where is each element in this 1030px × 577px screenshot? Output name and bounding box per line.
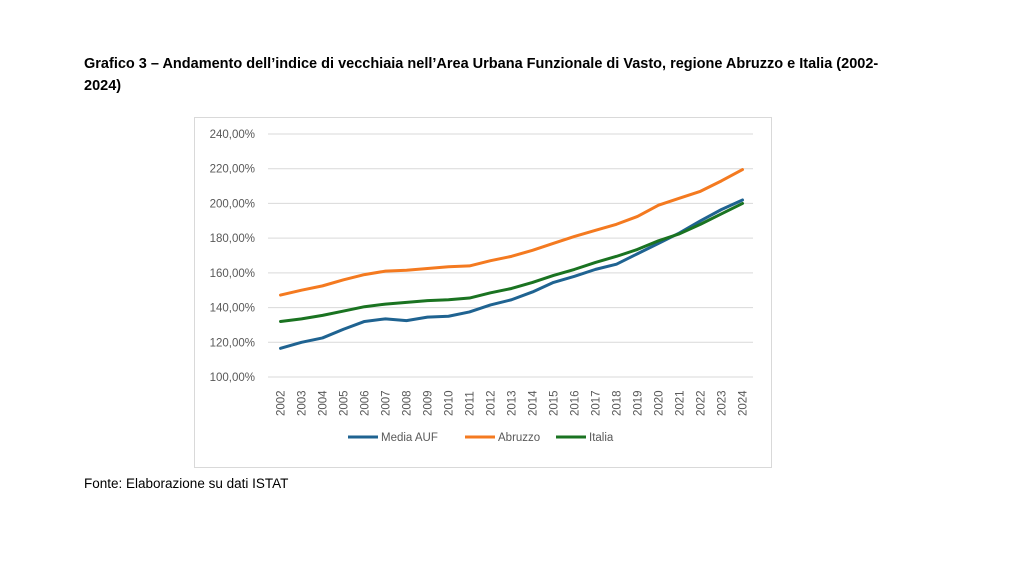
legend-label: Italia <box>589 432 614 444</box>
y-tick-label: 160,00% <box>210 268 255 280</box>
legend-label: Abruzzo <box>498 432 540 444</box>
x-tick-label: 2016 <box>570 390 582 416</box>
x-tick-label: 2014 <box>528 390 540 416</box>
x-tick-label: 2003 <box>297 390 309 416</box>
series-line-italia <box>279 201 744 323</box>
y-tick-label: 220,00% <box>210 164 255 176</box>
x-tick-label: 2019 <box>633 390 645 416</box>
x-tick-label: 2017 <box>591 390 603 416</box>
x-tick-label: 2008 <box>402 390 414 416</box>
x-tick-label: 2015 <box>549 390 561 416</box>
x-tick-label: 2002 <box>276 390 288 416</box>
x-tick-label: 2021 <box>675 390 687 416</box>
series-line-media-auf <box>279 198 744 350</box>
y-tick-label: 120,00% <box>210 337 255 349</box>
y-tick-label: 200,00% <box>210 198 255 210</box>
x-tick-label: 2024 <box>738 390 750 416</box>
x-tick-label: 2020 <box>654 390 666 416</box>
y-tick-label: 240,00% <box>210 129 255 141</box>
x-tick-label: 2010 <box>444 390 456 416</box>
y-tick-label: 180,00% <box>210 233 255 245</box>
x-tick-label: 2009 <box>423 390 435 416</box>
x-tick-label: 2005 <box>339 390 351 416</box>
x-tick-label: 2012 <box>486 390 498 416</box>
x-tick-label: 2013 <box>507 390 519 416</box>
source-note: Fonte: Elaborazione su dati ISTAT <box>84 476 289 491</box>
x-tick-label: 2004 <box>318 390 330 416</box>
series-line-abruzzo <box>279 168 744 297</box>
x-tick-label: 2007 <box>381 390 393 416</box>
x-tick-label: 2022 <box>696 390 708 416</box>
legend-label: Media AUF <box>381 432 438 444</box>
x-tick-label: 2006 <box>360 390 372 416</box>
y-tick-label: 140,00% <box>210 303 255 315</box>
y-tick-label: 100,00% <box>210 372 255 384</box>
x-tick-label: 2018 <box>612 390 624 416</box>
chart-area <box>194 117 772 468</box>
figure-caption: Grafico 3 – Andamento dell’indice di vec… <box>84 56 879 94</box>
x-tick-label: 2023 <box>717 390 729 416</box>
x-tick-label: 2011 <box>465 391 477 416</box>
